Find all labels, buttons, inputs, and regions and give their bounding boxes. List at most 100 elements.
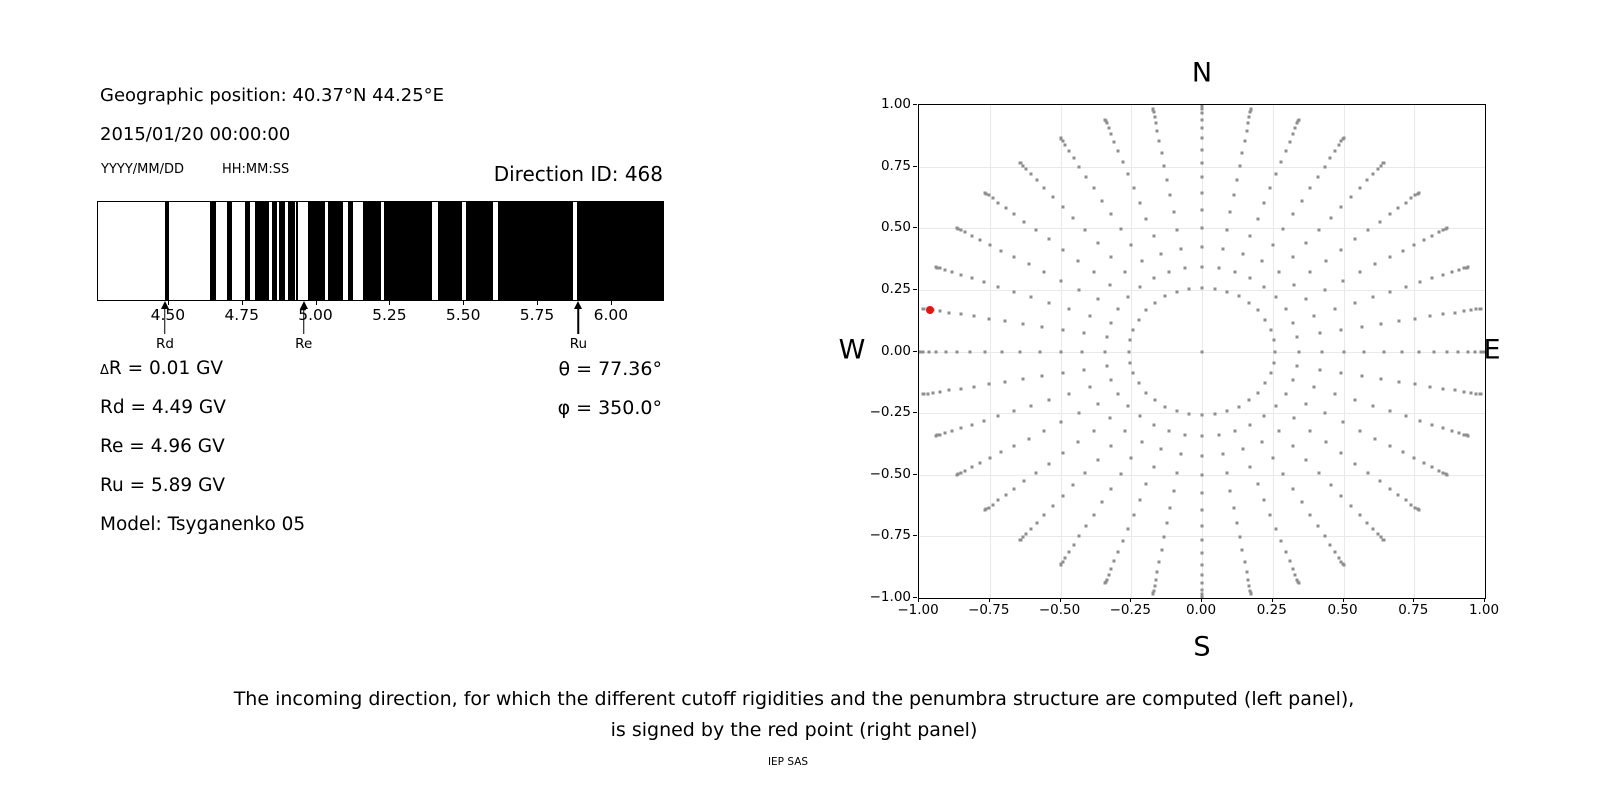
direction-dot: [1038, 350, 1042, 353]
param-row-2: Re = 4.96 GV: [100, 436, 225, 457]
direction-dot: [959, 471, 963, 475]
direction-dot: [1105, 364, 1109, 368]
direction-dot: [1024, 167, 1028, 171]
direction-dot: [1092, 270, 1096, 274]
direction-dot: [1138, 201, 1142, 205]
direction-dot: [1333, 392, 1337, 396]
direction-dot: [1418, 280, 1422, 284]
direction-dot: [1445, 473, 1449, 477]
penumbra-band: [279, 202, 285, 300]
direction-dot: [1316, 175, 1320, 179]
direction-dot: [1404, 414, 1408, 418]
direction-dot: [1281, 227, 1285, 231]
direction-dot: [1388, 290, 1392, 294]
direction-dot: [1200, 286, 1204, 290]
direction-dot: [1432, 350, 1436, 353]
direction-dot: [1441, 387, 1445, 391]
direction-dot: [1088, 314, 1092, 318]
direction-dot: [1457, 431, 1461, 435]
direction-dot: [1441, 273, 1445, 277]
direction-dot: [1409, 503, 1413, 507]
direction-dot: [1379, 322, 1383, 326]
direction-dot: [983, 508, 987, 512]
direction-dot: [1240, 548, 1244, 552]
param-text: Rd = 4.49 GV: [100, 397, 226, 418]
direction-dot: [1248, 276, 1252, 280]
direction-dot: [1035, 178, 1039, 182]
direction-dot: [1479, 392, 1483, 396]
direction-dot: [1262, 498, 1266, 502]
direction-dot: [1183, 266, 1187, 270]
direction-dot: [1040, 325, 1044, 329]
direction-dot: [1353, 301, 1357, 305]
rigidity-axis-tick-label: 5.50: [445, 306, 481, 324]
direction-dot: [996, 285, 1000, 289]
direction-dot: [1456, 350, 1460, 353]
direction-dot: [1417, 508, 1421, 512]
direction-dot: [1382, 350, 1386, 353]
direction-dot: [1200, 226, 1204, 230]
direction-dot: [1339, 560, 1343, 564]
direction-dot: [931, 391, 935, 395]
direction-dot: [944, 350, 947, 353]
direction-dot: [1071, 216, 1075, 220]
marker-arrow-re: [302, 308, 305, 334]
direction-dot: [1318, 331, 1322, 335]
plot-x-tick: [1271, 598, 1273, 602]
param-row-0: ΔR = 0.01 GV: [100, 358, 223, 379]
direction-dot: [1183, 433, 1187, 437]
direction-dot: [1047, 462, 1051, 466]
direction-dot: [938, 433, 942, 437]
direction-dot: [1243, 560, 1247, 564]
direction-dot: [1088, 385, 1092, 389]
caption-line-2: is signed by the red point (right panel): [610, 719, 978, 741]
direction-dot: [1100, 199, 1104, 203]
direction-dot: [1272, 361, 1276, 365]
direction-dot: [1371, 295, 1375, 299]
direction-dot: [1237, 294, 1241, 298]
direction-dot: [1437, 469, 1441, 473]
direction-dot: [1012, 290, 1016, 294]
penumbra-band: [437, 202, 462, 300]
direction-dot: [927, 350, 931, 353]
direction-dot: [1084, 175, 1088, 179]
plot-y-tick-label: 1.00: [880, 96, 911, 112]
direction-dot: [1112, 559, 1116, 563]
direction-dot: [1003, 319, 1007, 323]
direction-dot: [1152, 589, 1156, 593]
direction-dot: [1339, 139, 1343, 143]
direction-dot: [1430, 423, 1434, 426]
penumbra-barcode-panel: [97, 201, 664, 301]
direction-dot: [1165, 178, 1169, 182]
direction-dot: [1077, 165, 1081, 169]
direction-dot: [1246, 578, 1250, 582]
direction-dot: [926, 392, 930, 396]
direction-dot: [1308, 270, 1312, 274]
direction-dot: [1047, 398, 1051, 402]
direction-dot: [943, 431, 947, 435]
direction-dot: [1200, 592, 1204, 596]
rigidity-axis-tick: [537, 301, 539, 305]
direction-dot: [938, 390, 942, 394]
direction-dot: [1271, 456, 1275, 460]
direction-dot: [1333, 149, 1337, 153]
direction-dot: [1092, 429, 1096, 433]
direction-dot: [1249, 592, 1253, 596]
direction-dot: [1453, 388, 1457, 392]
direction-dot: [1152, 465, 1156, 469]
rigidity-axis-tick: [315, 301, 317, 305]
date-format-label: YYYY/MM/DD: [101, 162, 184, 177]
direction-dot: [1291, 567, 1295, 571]
compass-label-north: N: [1191, 57, 1213, 89]
direction-dot: [1437, 230, 1441, 234]
direction-dot: [1469, 391, 1473, 395]
direction-dot: [1268, 513, 1272, 517]
direction-dot: [1063, 143, 1067, 147]
direction-dot: [1337, 556, 1341, 560]
direction-dot: [1396, 493, 1400, 497]
direction-dot: [987, 506, 990, 510]
direction-dot: [1418, 419, 1422, 423]
direction-dot: [959, 273, 963, 277]
plot-x-tick-label: 0.00: [1185, 602, 1217, 618]
direction-dot: [1128, 338, 1132, 342]
